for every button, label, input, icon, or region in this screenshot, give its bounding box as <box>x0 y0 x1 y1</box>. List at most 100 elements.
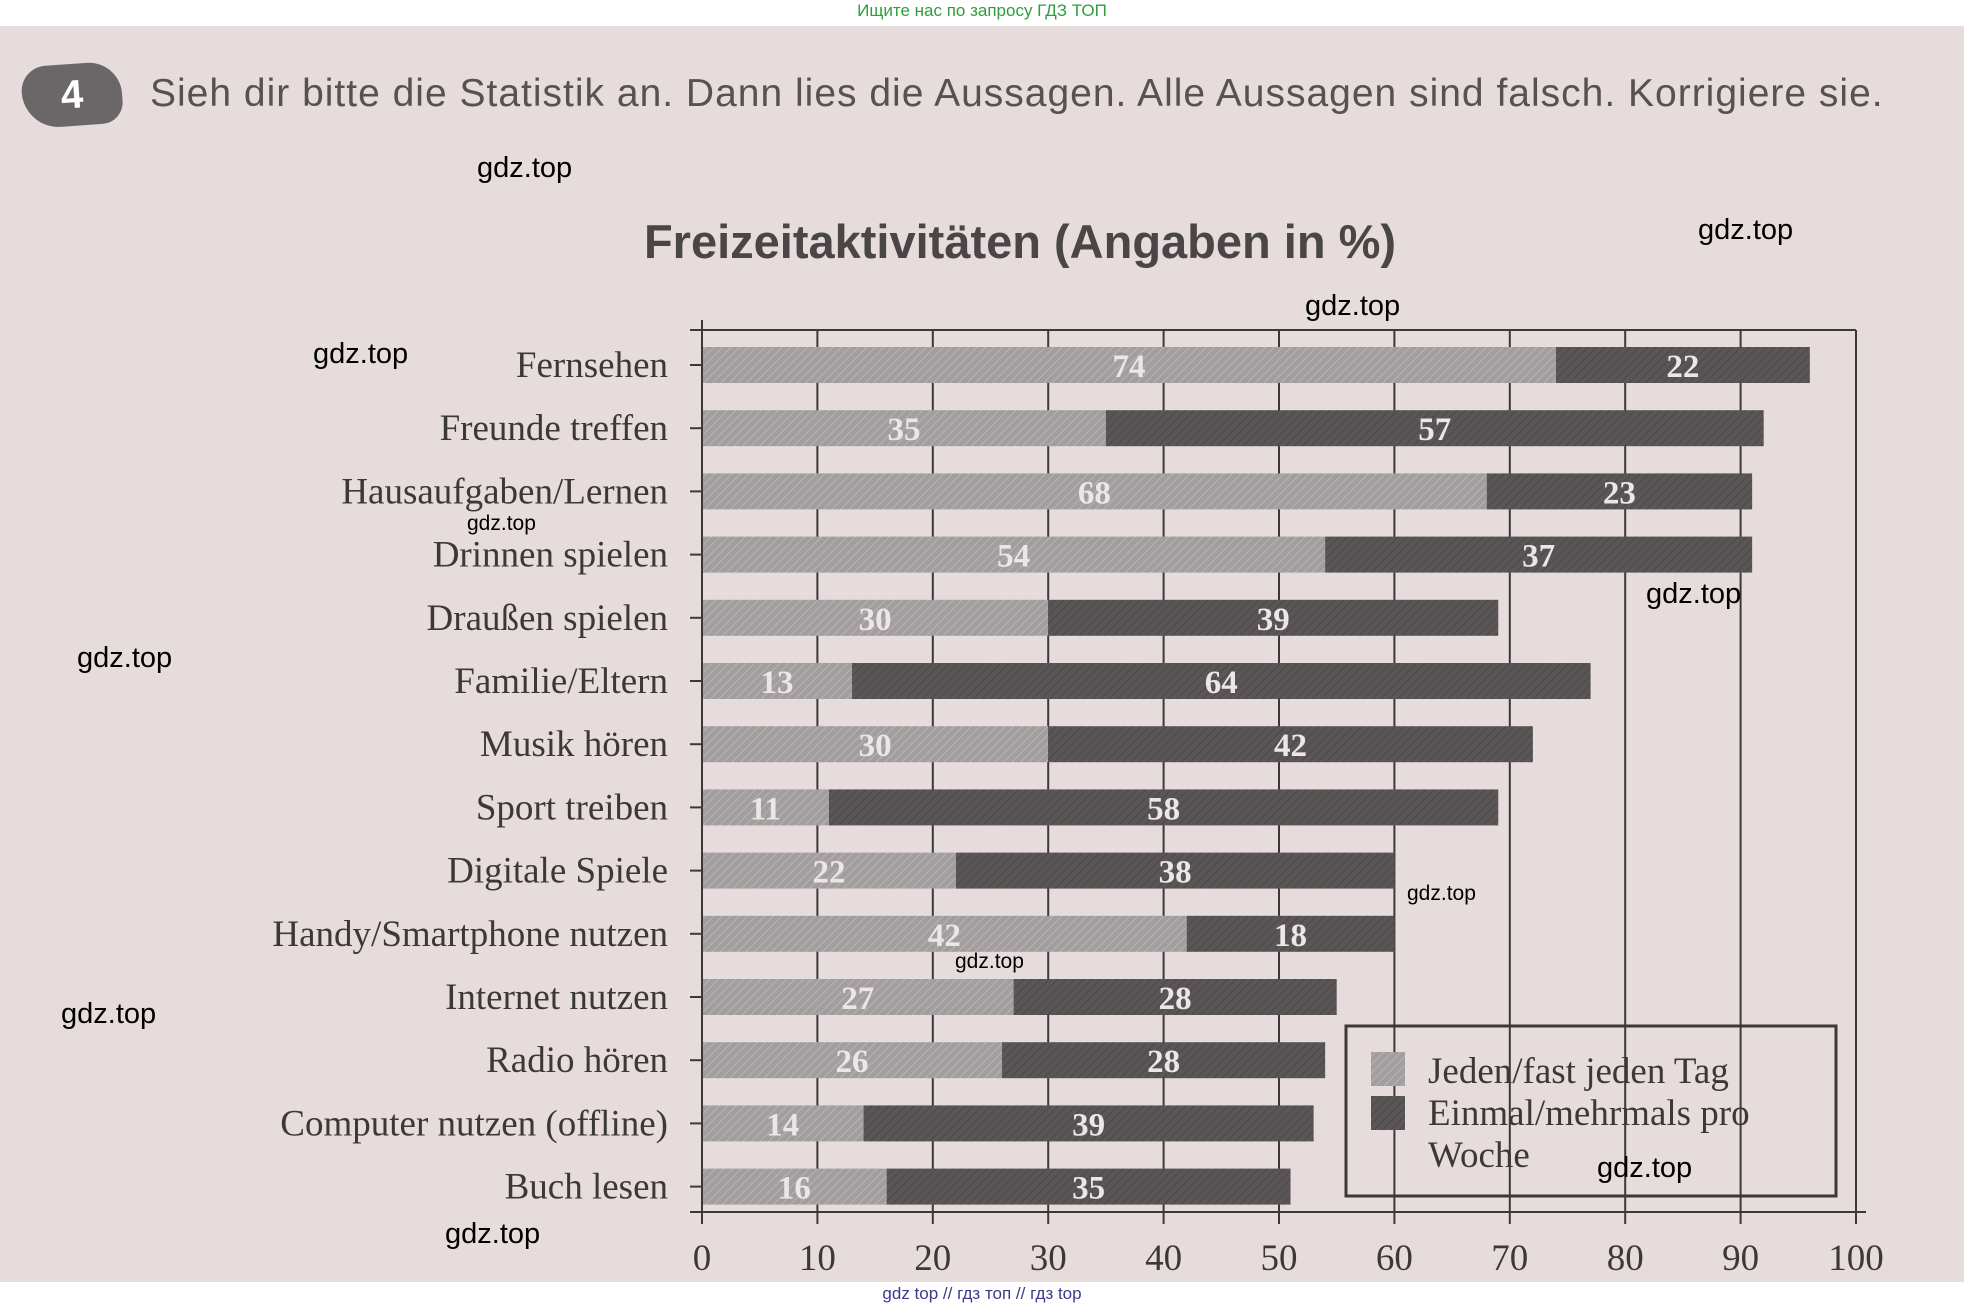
bar-value-daily: 68 <box>1078 475 1111 511</box>
bar-value-weekly: 57 <box>1418 412 1451 448</box>
bar-value-weekly: 28 <box>1147 1044 1180 1080</box>
bar-weekly <box>1486 473 1753 510</box>
category-label: Musik hören <box>480 724 668 765</box>
x-tick-label: 60 <box>1376 1238 1413 1279</box>
bar-daily <box>702 789 829 826</box>
bar-value-daily: 13 <box>761 665 794 701</box>
category-label: Draußen spielen <box>427 598 668 639</box>
bar-weekly <box>1002 1042 1326 1079</box>
bar-value-daily: 30 <box>859 602 892 638</box>
category-label: Sport treiben <box>476 787 668 828</box>
legend-box <box>1344 1024 1838 1198</box>
top-banner: Ищите нас по запросу ГДЗ ТОП <box>857 1 1107 20</box>
bar-weekly <box>1105 410 1764 447</box>
category-label: Internet nutzen <box>445 977 668 1018</box>
bar-value-daily: 27 <box>841 981 874 1017</box>
bar-value-weekly: 39 <box>1072 1107 1105 1143</box>
category-label: Handy/Smartphone nutzen <box>272 914 668 955</box>
legend-label-weekly: Einmal/mehrmals pro <box>1428 1093 1750 1134</box>
legend-swatch-daily <box>1371 1052 1405 1086</box>
bar-value-weekly: 22 <box>1666 349 1699 385</box>
bar-value-daily: 74 <box>1112 349 1145 385</box>
bar-value-daily: 14 <box>766 1107 799 1143</box>
bar-value-weekly: 64 <box>1205 665 1238 701</box>
bar-value-weekly: 23 <box>1603 475 1636 511</box>
bar-daily <box>702 473 1487 510</box>
category-label: Freunde treffen <box>440 408 668 449</box>
bar-weekly <box>886 1168 1291 1205</box>
bar-daily <box>702 347 1556 383</box>
watermark: gdz.top <box>77 642 173 674</box>
bar-weekly <box>828 789 1499 826</box>
bar-weekly <box>1048 599 1499 636</box>
bar-weekly <box>955 852 1395 889</box>
bar-value-daily: 26 <box>836 1044 869 1080</box>
watermark: gdz.top <box>955 950 1024 973</box>
bar-weekly <box>1013 979 1337 1015</box>
category-label: Hausaufgaben/Lernen <box>341 471 668 512</box>
x-tick-label: 30 <box>1030 1238 1067 1279</box>
x-tick-label: 80 <box>1607 1238 1644 1279</box>
bar-value-weekly: 35 <box>1072 1171 1105 1207</box>
bar-value-daily: 22 <box>812 855 845 891</box>
bar-value-weekly: 58 <box>1147 791 1180 827</box>
bar-value-weekly: 38 <box>1159 855 1192 891</box>
x-tick-label: 10 <box>799 1238 836 1279</box>
bar-value-daily: 35 <box>887 412 920 448</box>
bar-value-daily: 42 <box>928 918 961 954</box>
bar-value-weekly: 42 <box>1274 728 1307 764</box>
category-label: Radio hören <box>486 1040 668 1081</box>
bar-weekly <box>1325 536 1753 573</box>
bar-daily <box>702 726 1049 763</box>
bar-weekly <box>1186 915 1395 952</box>
bar-weekly <box>1048 726 1533 763</box>
legend-swatch-weekly <box>1371 1096 1405 1130</box>
x-tick-label: 100 <box>1828 1238 1884 1279</box>
category-label: Computer nutzen (offline) <box>280 1103 668 1144</box>
category-label: Fernsehen <box>516 345 668 386</box>
x-tick-label: 20 <box>914 1238 951 1279</box>
bar-value-weekly: 37 <box>1522 539 1555 575</box>
bar-weekly <box>1555 347 1810 383</box>
bar-daily <box>702 663 853 699</box>
watermark: gdz.top <box>1646 578 1742 610</box>
bar-daily <box>702 410 1106 447</box>
category-label: Buch lesen <box>505 1167 668 1208</box>
bar-daily <box>702 852 956 889</box>
bar-value-daily: 16 <box>778 1171 811 1207</box>
bottom-banner: gdz top // гдз топ // гдз top <box>882 1284 1082 1303</box>
watermark: gdz.top <box>61 998 157 1030</box>
bar-daily <box>702 1105 864 1142</box>
category-label: Digitale Spiele <box>447 851 668 892</box>
bar-daily <box>702 536 1326 573</box>
legend-label-daily: Jeden/fast jeden Tag <box>1428 1051 1729 1092</box>
watermark: gdz.top <box>477 152 573 184</box>
watermark: gdz.top <box>1698 214 1794 246</box>
bar-daily <box>702 1168 887 1205</box>
bar-weekly <box>863 1105 1314 1142</box>
bar-value-daily: 54 <box>997 539 1030 575</box>
bar-value-weekly: 18 <box>1274 918 1307 954</box>
bar-value-weekly: 28 <box>1159 981 1192 1017</box>
x-tick-label: 40 <box>1145 1238 1182 1279</box>
watermark: gdz.top <box>1597 1152 1693 1184</box>
bar-daily <box>702 1042 1003 1079</box>
watermark: gdz.top <box>467 512 536 535</box>
bar-value-daily: 11 <box>750 791 781 827</box>
bar-daily <box>702 979 1014 1015</box>
category-label: Drinnen spielen <box>433 535 668 576</box>
bar-value-weekly: 39 <box>1257 602 1290 638</box>
bar-value-daily: 30 <box>859 728 892 764</box>
x-tick-label: 50 <box>1261 1238 1298 1279</box>
legend-label-weekly-cont: Woche <box>1428 1135 1530 1176</box>
category-label: Familie/Eltern <box>454 661 668 702</box>
x-tick-label: 70 <box>1491 1238 1528 1279</box>
watermark: gdz.top <box>313 338 409 370</box>
watermark: gdz.top <box>1407 882 1476 905</box>
bar-daily <box>702 915 1187 952</box>
watermark: gdz.top <box>445 1218 541 1250</box>
bar-daily <box>702 599 1049 636</box>
bar-weekly <box>852 663 1591 699</box>
x-tick-label: 90 <box>1722 1238 1759 1279</box>
